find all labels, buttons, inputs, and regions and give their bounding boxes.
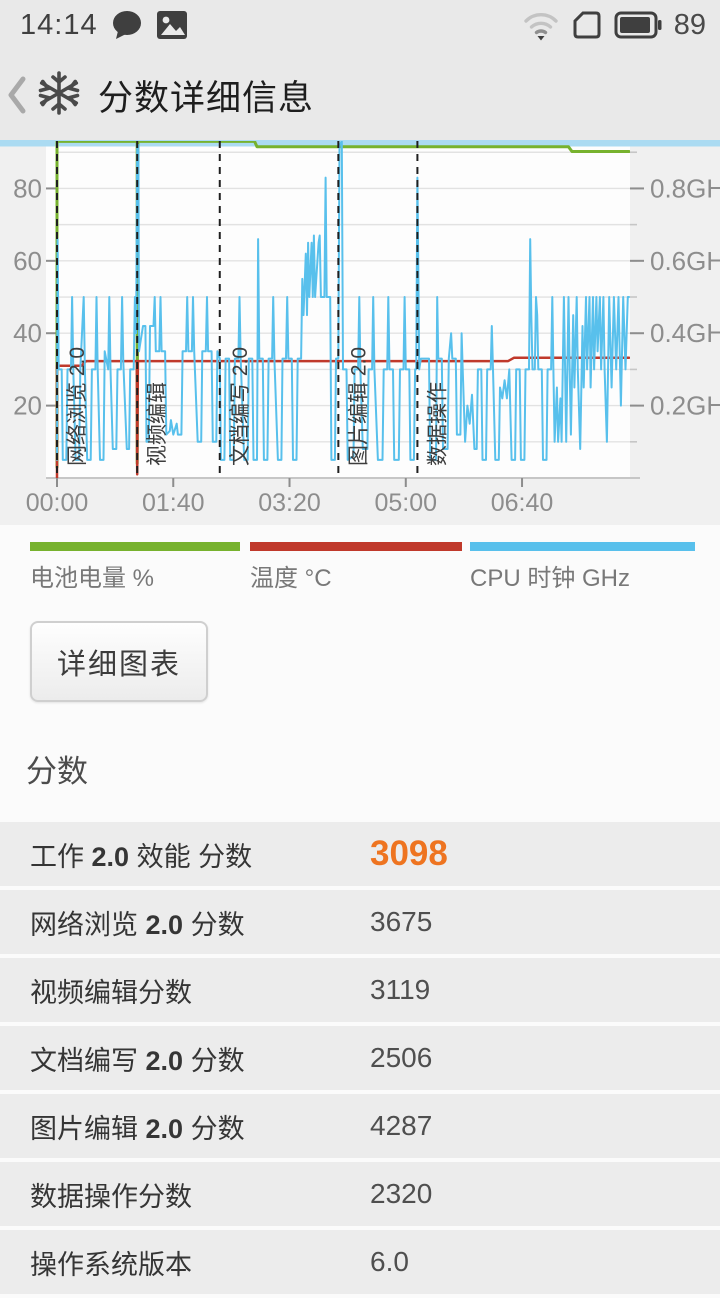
score-value: 4287 [370,1110,433,1141]
score-label: 文档编写 2.0 分数 [30,1045,245,1076]
svg-text:0.4GHz: 0.4GHz [650,318,720,348]
page-title: 分数详细信息 [98,78,315,118]
table-row: 视频编辑分数 3119 [0,958,720,1022]
svg-text:文档编写 2.0: 文档编写 2.0 [229,347,252,466]
score-value: 2506 [370,1042,433,1073]
legend-swatch-cpu-clock [470,542,695,551]
sim-card-icon [573,11,601,39]
battery-percent: 89 [673,8,706,41]
legend-item-battery: 电池电量 % [30,542,240,593]
detail-chart-button[interactable]: 详细图表 [30,621,208,702]
scores-section-title: 分数 [26,754,88,789]
back-icon[interactable] [2,65,32,125]
chart-legend: 电池电量 % 温度 °C CPU 时钟 GHz [0,534,720,600]
score-value: 3098 [370,834,448,873]
legend-swatch-battery [30,542,240,551]
score-label: 工作 2.0 效能 分数 [30,841,253,872]
table-row: 工作 2.0 效能 分数 3098 [0,822,720,886]
table-row: 网络浏览 2.0 分数 3675 [0,890,720,954]
score-label: 网络浏览 2.0 分数 [30,909,245,940]
legend-label-cpu-clock: CPU 时钟 GHz [470,565,631,592]
table-row: 图片编辑 2.0 分数 4287 [0,1094,720,1158]
svg-text:06:40: 06:40 [491,489,554,517]
benchmark-chart: 20 40 60 80 0.2GHz 0.4GHz 0.6GHz 0.8GHz 00:00 01:… [0,140,720,525]
svg-text:01:40: 01:40 [142,489,205,517]
score-table: 工作 2.0 效能 分数 3098 网络浏览 2.0 分数 3675 视频编辑分数 311… [0,822,720,1298]
legend-label-battery: 电池电量 % [30,565,155,592]
score-value: 2320 [370,1178,433,1209]
battery-icon [614,11,662,39]
svg-text:20: 20 [13,391,42,421]
gallery-icon [156,11,187,39]
wifi-icon [524,13,558,41]
svg-text:0.6GHz: 0.6GHz [650,246,720,276]
score-value: 3675 [370,906,433,937]
svg-text:03:20: 03:20 [258,489,321,517]
svg-text:视频编辑: 视频编辑 [146,382,169,466]
clock: 14:14 [20,8,98,41]
snowflake-logo-icon [36,70,82,121]
legend-item-temperature: 温度 °C [250,542,462,593]
chat-icon [112,11,141,39]
app-header: 分数详细信息 [0,50,720,140]
svg-text:0.8GHz: 0.8GHz [650,173,720,203]
svg-text:05:00: 05:00 [374,489,437,517]
table-row: 文档编写 2.0 分数 2506 [0,1026,720,1090]
benchmark-chart-svg: 20 40 60 80 0.2GHz 0.4GHz 0.6GHz 0.8GHz 00:00 01:… [0,140,720,525]
top-bar: 14:14 [0,0,720,140]
score-label: 操作系统版本 [30,1249,192,1280]
legend-item-cpu-clock: CPU 时钟 GHz [470,542,695,593]
svg-text:数据操作: 数据操作 [426,382,449,466]
svg-text:80: 80 [13,173,42,203]
table-row: 数据操作分数 2320 [0,1162,720,1226]
score-value: 6.0 [370,1246,409,1277]
score-label: 视频编辑分数 [30,977,192,1008]
status-bar: 14:14 [0,0,720,50]
legend-swatch-temperature [250,542,462,551]
svg-text:图片编辑 2.0: 图片编辑 2.0 [347,347,370,466]
score-label: 图片编辑 2.0 分数 [30,1113,245,1144]
legend-label-temperature: 温度 °C [250,565,332,592]
svg-text:00:00: 00:00 [26,489,89,517]
svg-text:网络浏览 2.0: 网络浏览 2.0 [66,347,89,466]
svg-text:60: 60 [13,246,42,276]
score-value: 3119 [370,974,431,1005]
table-row: 操作系统版本 6.0 [0,1230,720,1294]
svg-text:0.2GHz: 0.2GHz [650,391,720,421]
score-label: 数据操作分数 [30,1181,192,1212]
svg-text:40: 40 [13,318,42,348]
